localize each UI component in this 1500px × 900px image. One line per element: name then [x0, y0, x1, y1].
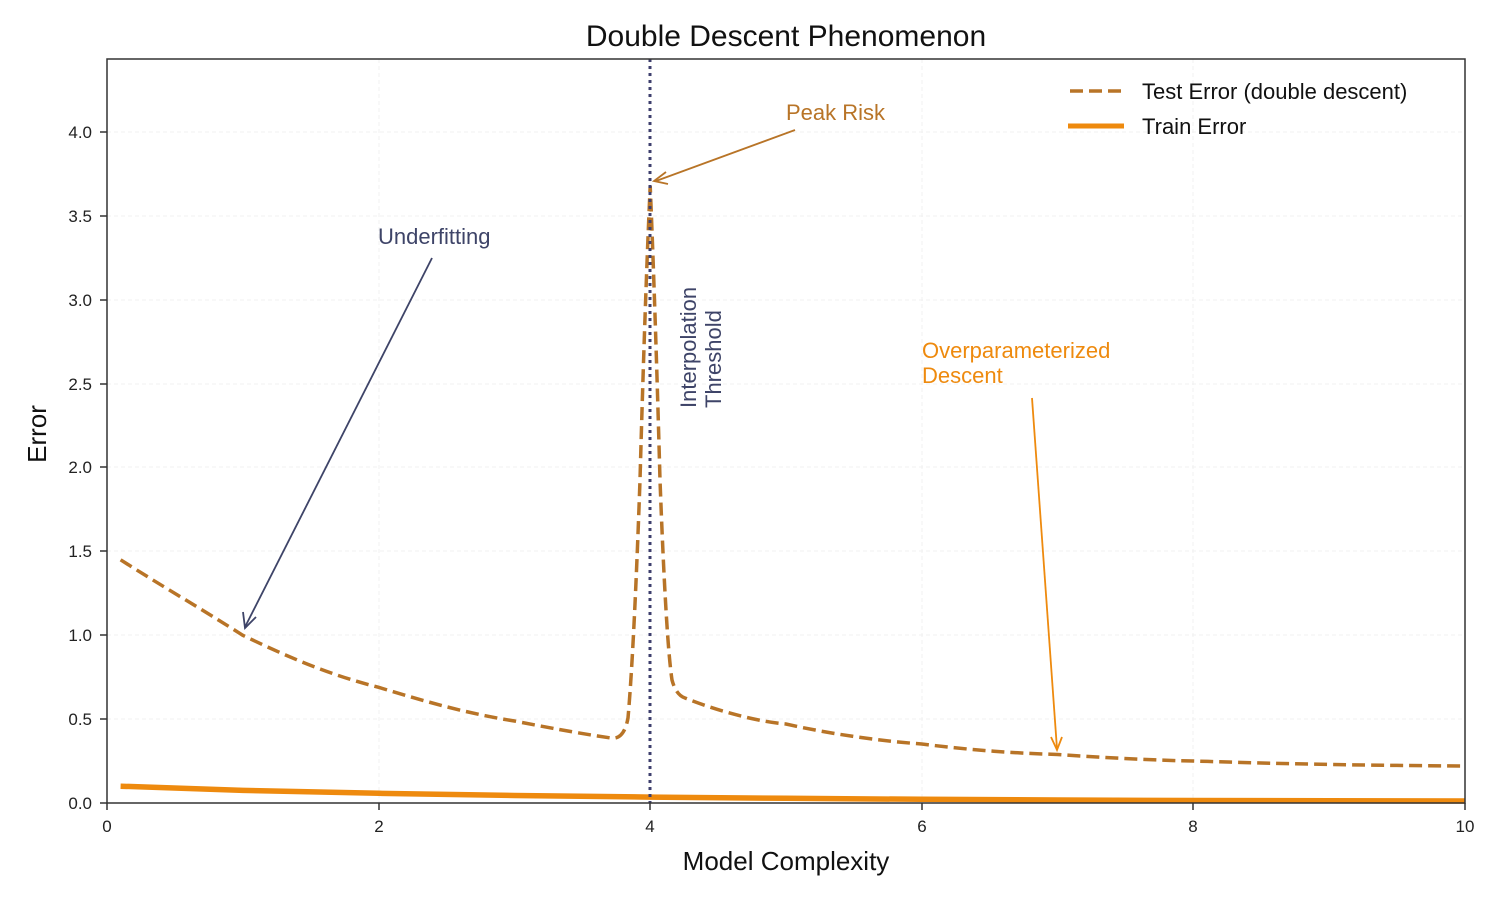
x-axis-label: Model Complexity [683, 846, 890, 876]
plot-frame [106, 58, 1466, 804]
y-axis-label: Error [22, 405, 52, 463]
y-tick-label: 0.5 [68, 710, 92, 729]
y-tick-label: 0.0 [68, 794, 92, 813]
y-tick-label: 3.0 [68, 291, 92, 310]
x-tick-label: 4 [645, 817, 654, 836]
y-tick-label: 2.5 [68, 375, 92, 394]
legend: Test Error (double descent) Train Error [1068, 79, 1407, 139]
y-tick-label: 4.0 [68, 123, 92, 142]
annotation-overparameterized: Overparameterized Descent [922, 338, 1110, 753]
x-tick-label: 2 [374, 817, 383, 836]
legend-train-label: Train Error [1142, 114, 1246, 139]
x-tick-label: 8 [1188, 817, 1197, 836]
underfitting-label: Underfitting [378, 224, 491, 249]
test-error-line [119, 185, 1466, 768]
overparameterized-label-line2: Descent [922, 363, 1003, 388]
overparameterized-label-line1: Overparameterized [922, 338, 1110, 363]
y-tick-label: 3.5 [68, 207, 92, 226]
train-error-line [120, 783, 1466, 804]
x-tick-label: 0 [102, 817, 111, 836]
interpolation-label-line2: Threshold [701, 310, 726, 408]
x-axis [106, 803, 1466, 810]
annotation-peak-risk: Peak Risk [651, 100, 886, 185]
y-tick-label: 1.5 [68, 542, 92, 561]
interpolation-label-line1: Interpolation [676, 287, 701, 408]
legend-test-label: Test Error (double descent) [1142, 79, 1407, 104]
y-tick-label: 2.0 [68, 458, 92, 477]
chart-title: Double Descent Phenomenon [586, 20, 986, 53]
annotation-interpolation-threshold: Interpolation Threshold [676, 287, 726, 408]
x-tick-label: 6 [917, 817, 926, 836]
peak-risk-label: Peak Risk [786, 100, 886, 125]
x-tick-label: 10 [1456, 817, 1475, 836]
y-axis [100, 131, 107, 804]
y-tick-label: 1.0 [68, 626, 92, 645]
grid [107, 59, 1465, 803]
annotation-underfitting: Underfitting [242, 224, 491, 630]
